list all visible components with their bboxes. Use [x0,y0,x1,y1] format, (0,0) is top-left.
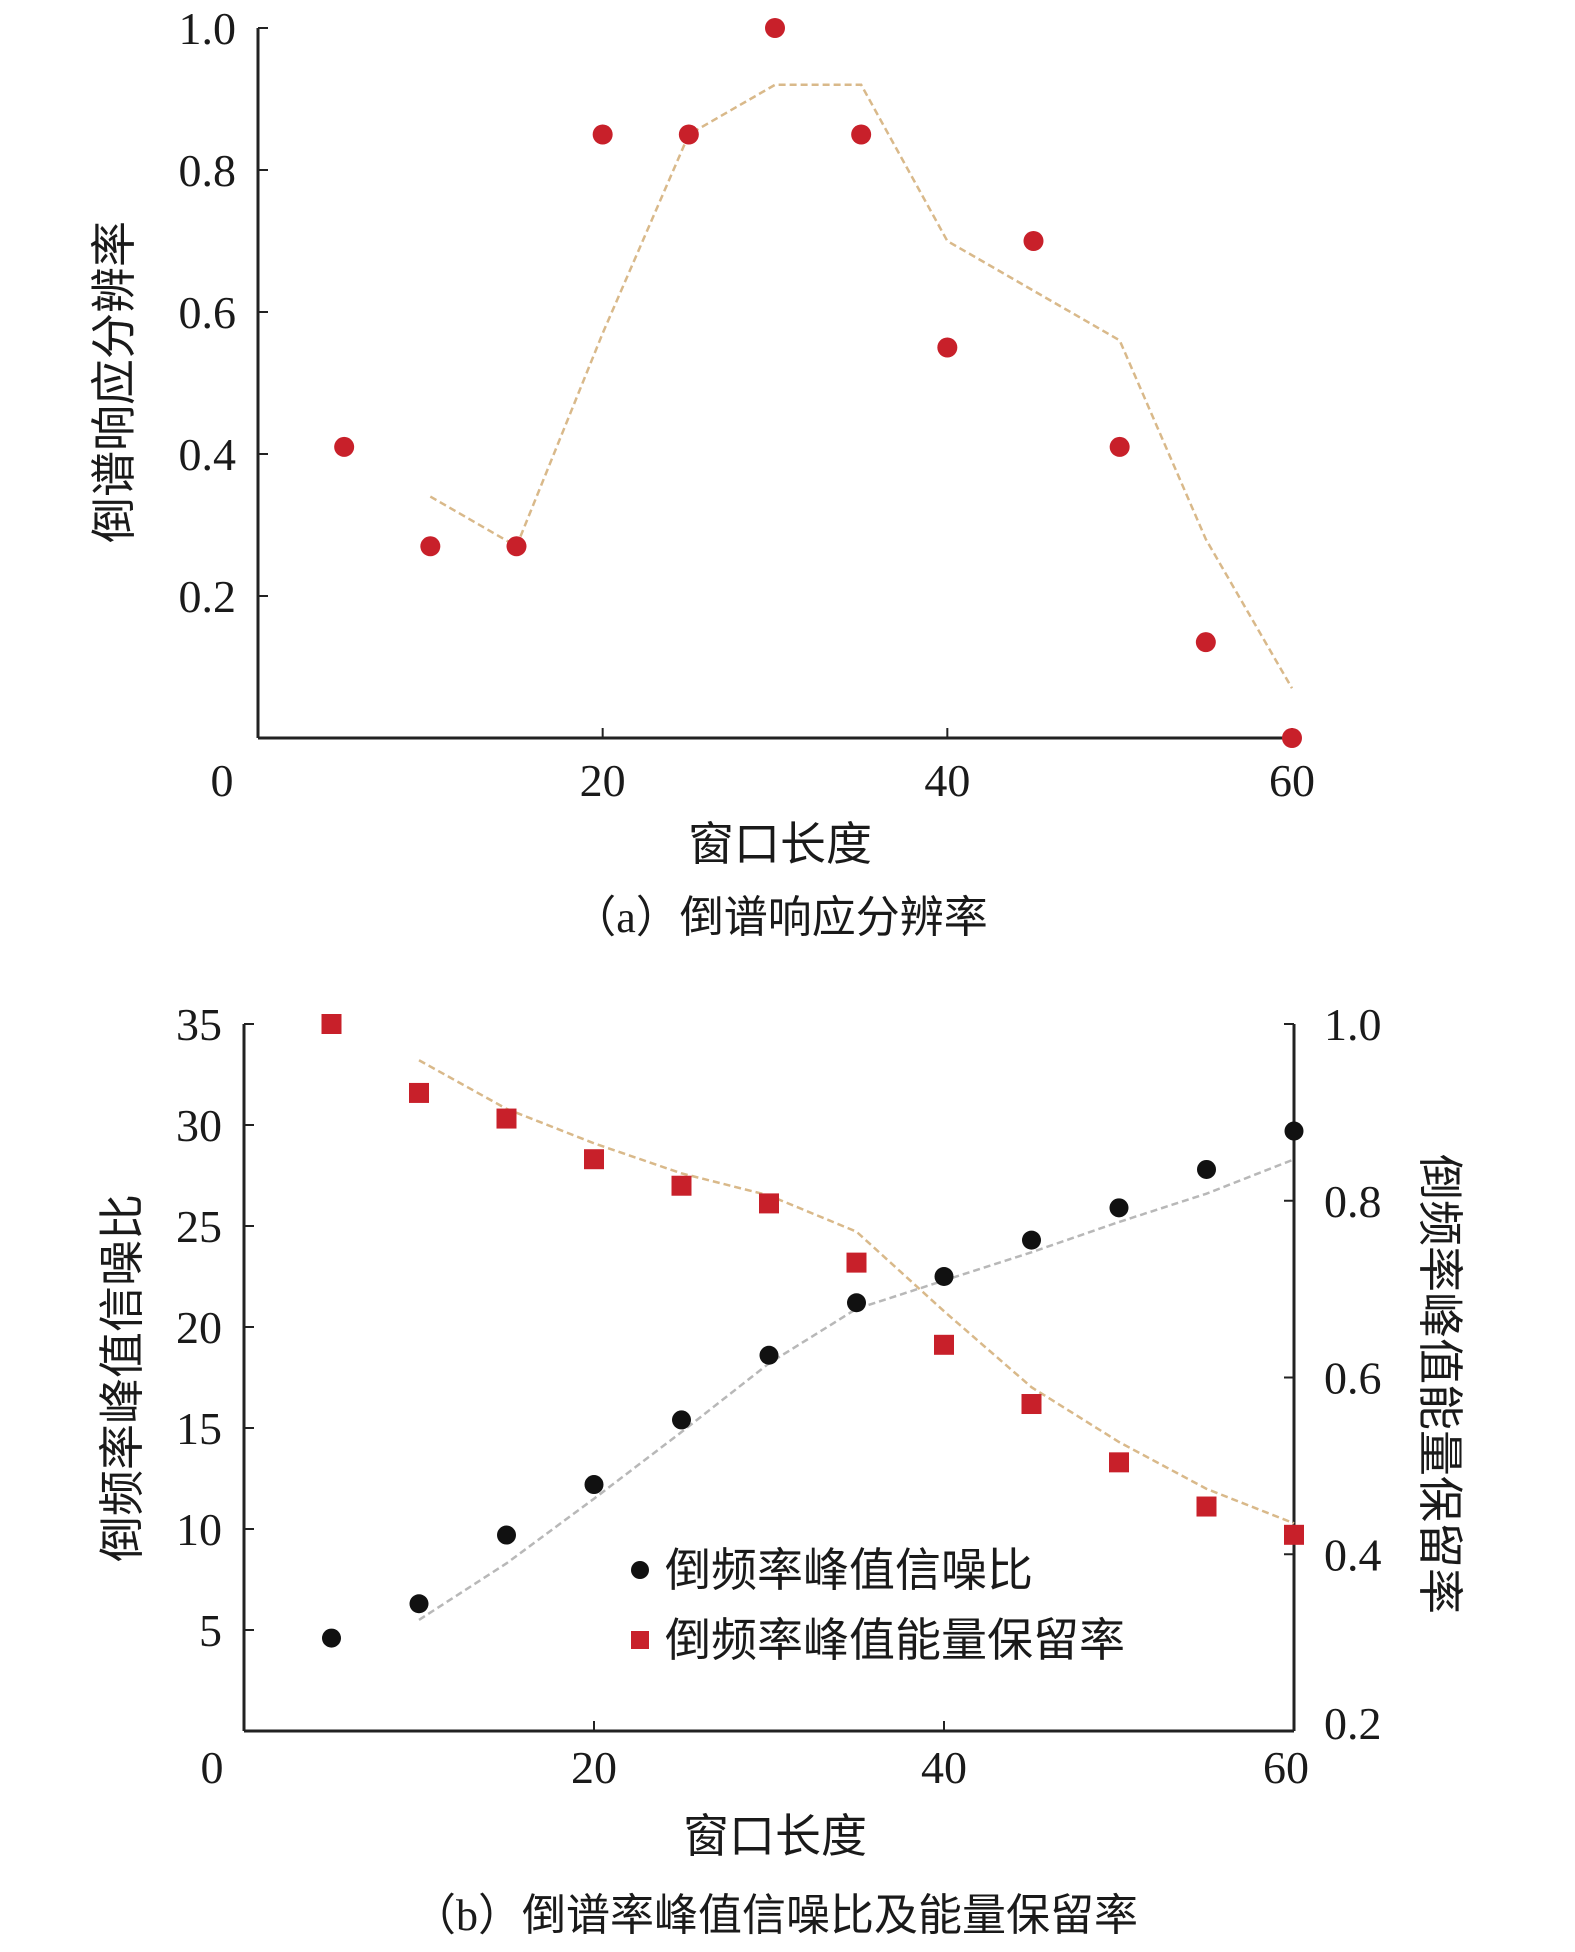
snr-point [1022,1230,1041,1250]
data-point [1109,436,1130,457]
chart-b: 倒频率峰值信噪比 倒频率峰值能量保留率 窗口长度 （b）倒谱率峰值信噪比及能量保… [97,999,1465,1940]
snr-point [584,1475,604,1495]
data-point [592,124,613,145]
y-tick-label: 0.4 [179,429,237,480]
x-tick-label: 0 [211,755,234,806]
snr-point [672,1410,691,1430]
energy-point [496,1108,517,1129]
y-tick-label: 0.2 [179,571,237,622]
chart-b-ylabel-left: 倒频率峰值信噪比 [97,1194,148,1562]
energy-point [846,1252,867,1273]
chart-b-caption: （b）倒谱率峰值信噪比及能量保留率 [412,1891,1138,1940]
data-point [1195,632,1216,653]
y-tick-label-right: 0.6 [1324,1353,1382,1404]
energy-point [1109,1452,1129,1473]
x-tick-label: 40 [921,1742,967,1793]
chart-a-ylabel: 倒谱响应分辨率 [89,221,140,543]
x-tick-label: 60 [1263,1742,1309,1793]
y-tick-label-left: 20 [176,1302,222,1353]
snr-point [1197,1159,1216,1179]
legend-label-energy: 倒频率峰值能量保留率 [665,1615,1125,1666]
snr-point [409,1594,429,1614]
y-tick-label-left: 35 [176,999,222,1050]
snr-point [934,1267,954,1286]
x-tick-label: 20 [571,1742,617,1793]
data-point [678,124,699,145]
energy-point [934,1334,954,1355]
data-point [1023,231,1044,251]
trend-line-snr [418,1158,1295,1621]
energy-point [584,1149,604,1170]
snr-point [497,1525,516,1545]
y-tick-label-left: 10 [176,1504,222,1555]
chart-b-xlabel: 窗口长度 [683,1811,867,1862]
data-point [1282,728,1302,748]
energy-point [671,1175,692,1196]
y-tick-label-left: 30 [176,1100,222,1151]
energy-point [759,1193,779,1214]
energy-point [1284,1524,1304,1545]
y-tick-label-right: 0.2 [1324,1698,1382,1749]
data-point [420,536,441,557]
chart-a-xlabel: 窗口长度 [688,819,872,870]
x-tick-label: 0 [201,1742,224,1793]
data-point [851,124,872,145]
y-tick-label-left: 25 [176,1201,222,1252]
energy-point [409,1082,429,1103]
legend-marker-snr [631,1561,649,1579]
y-tick-label-right: 1.0 [1324,999,1382,1050]
y-tick-label-left: 15 [176,1403,222,1454]
y-tick-label-left: 5 [199,1605,222,1656]
x-tick-label: 40 [924,755,970,806]
energy-point [1196,1496,1217,1517]
x-tick-label: 20 [580,755,626,806]
snr-point [1284,1121,1304,1141]
legend-marker-energy [631,1631,649,1649]
snr-point [847,1293,866,1313]
data-point [765,18,785,38]
snr-point [759,1345,779,1365]
x-tick-label: 60 [1269,755,1315,806]
energy-point [1021,1394,1042,1415]
snr-point [1109,1198,1129,1218]
chart-a: 倒谱响应分辨率 窗口长度 （a）倒谱响应分辨率 0.2 0.4 0.6 0.8 1.0 0… [89,3,1315,942]
data-point [937,337,958,358]
chart-b-ylabel-right: 倒频率峰值能量保留率 [1414,1154,1465,1614]
y-tick-label: 0.6 [179,287,237,338]
y-tick-label-right: 0.4 [1324,1529,1382,1580]
energy-point [321,1014,342,1034]
chart-a-caption: （a）倒谱响应分辨率 [572,893,988,942]
legend-label-snr: 倒频率峰值信噪比 [665,1545,1033,1596]
trend-line [429,83,1294,689]
y-tick-label-right: 0.8 [1324,1176,1382,1227]
legend: 倒频率峰值信噪比 倒频率峰值能量保留率 [631,1545,1125,1666]
trend-line-energy [418,1059,1295,1525]
data-point [506,536,527,557]
y-tick-label: 0.8 [179,145,237,196]
snr-point [322,1628,341,1648]
y-tick-label: 1.0 [179,3,237,54]
data-point [334,436,355,457]
